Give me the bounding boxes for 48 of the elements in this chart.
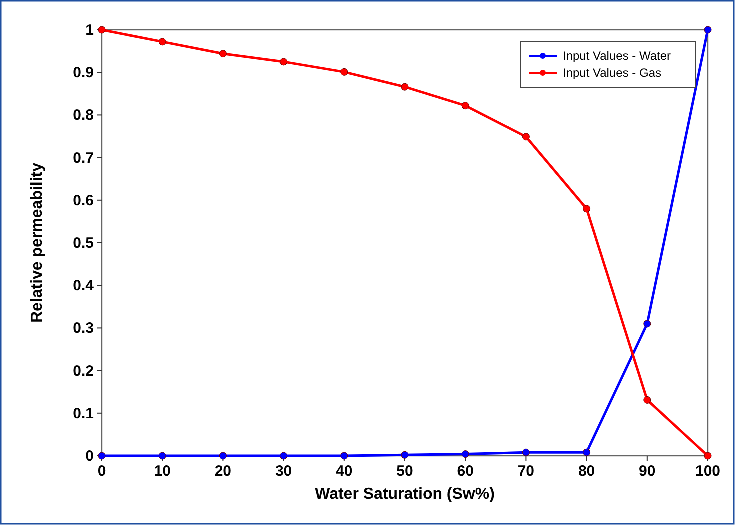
point [401,83,409,91]
x-tick-label: 70 [518,463,535,480]
y-tick-label: 0.5 [73,235,94,252]
point [98,26,106,34]
point [158,38,166,46]
point [280,452,288,460]
point [462,450,470,458]
point [644,320,652,328]
y-tick-label: 0.6 [73,192,94,210]
point [340,68,348,76]
x-tick-label: 0 [98,463,106,480]
point [98,452,106,460]
point [340,452,348,460]
point [522,448,530,456]
y-tick-label: 0.3 [73,320,94,338]
point [522,133,530,141]
legend-label: Input Values - Water [563,49,672,63]
point [219,50,227,58]
x-tick-label: 100 [695,463,721,480]
point [462,102,470,110]
y-tick-label: 0.9 [73,64,94,82]
y-tick-label: 0.4 [73,278,95,295]
point [704,452,712,460]
x-tick-label: 30 [275,463,292,480]
x-tick-label: 50 [396,463,414,480]
point [583,448,591,456]
x-tick-label: 80 [578,463,596,480]
y-tick-label: 0.1 [73,405,94,422]
point [583,205,591,213]
y-axis-title: Relative permeability [29,162,46,324]
x-tick-label: 40 [336,463,353,480]
y-tick-label: 0.7 [73,150,94,167]
x-tick-label: 60 [457,463,474,480]
y-tick-label: 0 [86,448,94,465]
point [158,452,166,460]
point [280,58,288,66]
point [644,396,652,404]
y-tick-label: 0.2 [73,362,94,380]
x-tick-label: 20 [214,463,232,480]
x-tick-label: 10 [154,463,171,480]
point [219,452,227,460]
y-tick-label: 1 [86,22,94,39]
legend-label: Input Values - Gas [563,66,662,80]
point [704,26,712,34]
x-axis-title: Water Saturation (Sw%) [315,486,495,503]
y-tick-label: 0.8 [73,107,94,124]
point [401,451,409,459]
x-tick-label: 90 [639,463,656,480]
